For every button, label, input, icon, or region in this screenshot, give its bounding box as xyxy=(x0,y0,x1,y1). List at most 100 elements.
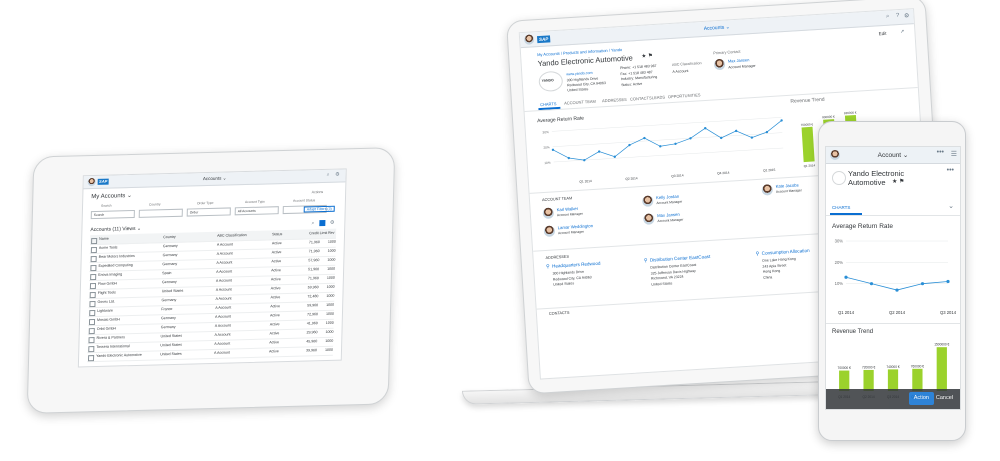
row-checkbox[interactable] xyxy=(87,354,95,361)
tab-opportunities[interactable]: OPPORTUNITIES xyxy=(667,92,701,100)
x-tick-label: Q1 2014 xyxy=(804,163,816,168)
data-point xyxy=(920,282,925,286)
filter-input[interactable]: All Accounts xyxy=(234,206,279,216)
row-checkbox[interactable] xyxy=(88,318,96,325)
address-title[interactable]: Headquarters Redwood xyxy=(551,260,601,269)
row-checkbox[interactable] xyxy=(88,327,95,334)
team-member-role: Account Manager xyxy=(775,188,802,194)
data-point xyxy=(597,150,601,153)
filter-input[interactable] xyxy=(138,208,183,218)
row-checkbox[interactable] xyxy=(89,291,96,298)
address-line: 243 Apia Street xyxy=(762,262,787,269)
table-cell: A Account xyxy=(215,287,232,292)
row-checkbox[interactable] xyxy=(90,255,97,262)
primary-contact-name[interactable]: Max Jansen xyxy=(727,57,750,64)
table-title[interactable]: Accounts (11) Views ⌄ xyxy=(90,225,142,234)
address-title[interactable]: Distribution Center EastCoast xyxy=(649,253,711,263)
filter-input[interactable]: Order xyxy=(186,207,231,217)
filter-input[interactable]: Search xyxy=(90,209,135,220)
column-header[interactable]: Name xyxy=(99,236,109,241)
tab-charts[interactable]: CHARTS xyxy=(540,101,557,108)
row-checkbox[interactable] xyxy=(90,264,97,271)
filter-icon[interactable] xyxy=(319,219,326,227)
search-icon[interactable]: ⌕ xyxy=(326,171,330,178)
tablet-screen: SAP Accounts ⌄ ⌕ ⚙ My Accounts ⌄ Actions… xyxy=(77,168,347,368)
table-cell: Germany xyxy=(161,297,177,303)
chevron-down-icon[interactable]: ⌄ xyxy=(948,203,954,210)
data-point xyxy=(551,148,555,151)
x-tick-label: Q3 2014 xyxy=(671,173,684,178)
table-cell: United States xyxy=(160,351,182,357)
column-header[interactable]: Country xyxy=(163,234,176,240)
row-checkbox[interactable] xyxy=(89,282,97,289)
table-cell: 57,960 xyxy=(308,258,320,263)
bar-value-label: 920000 € xyxy=(844,110,857,115)
y-tick-label: 20% xyxy=(835,260,844,265)
rev-chart-title: Revenue Trend xyxy=(832,329,874,335)
page-title[interactable]: My Accounts ⌄ xyxy=(91,193,133,201)
more-icon[interactable]: ••• xyxy=(946,167,954,174)
row-checkbox[interactable] xyxy=(90,273,97,280)
x-tick-label: Q1 2014 xyxy=(579,179,592,184)
adapt-filters-button[interactable]: Adapt Filters (3) xyxy=(303,205,335,213)
table-cell: 1000 xyxy=(327,257,336,262)
contact-avatar xyxy=(713,58,726,71)
tab-charts[interactable]: CHARTS xyxy=(832,205,851,210)
row-checkbox[interactable] xyxy=(88,336,95,343)
data-point xyxy=(674,142,677,146)
share-icon[interactable]: ↗ xyxy=(900,28,905,35)
search-icon[interactable]: ⌕ xyxy=(311,220,315,227)
table-cell: Active xyxy=(269,349,279,354)
bar xyxy=(887,369,899,391)
actions-label[interactable]: Actions xyxy=(311,190,324,195)
series-line xyxy=(552,120,782,161)
shell-title[interactable]: Accounts ⌄ xyxy=(202,175,227,182)
data-point xyxy=(844,275,848,279)
bar-value-label: 740000 € xyxy=(886,365,900,369)
bar xyxy=(839,370,850,391)
team-member-role: Account Manager xyxy=(557,229,584,236)
favorite-icon[interactable]: ★ ⚑ xyxy=(641,53,653,60)
more-icon[interactable]: ••• xyxy=(936,149,944,156)
row-checkbox[interactable] xyxy=(88,345,95,352)
column-header[interactable]: Status xyxy=(272,232,283,237)
address-title[interactable]: Consumption Allocation xyxy=(761,247,810,256)
gear-icon[interactable]: ⚙ xyxy=(329,219,335,226)
website-link[interactable]: www.yando.com xyxy=(566,70,593,77)
row-checkbox[interactable] xyxy=(89,309,96,316)
tab-addresses[interactable]: ADDRESSES xyxy=(601,96,627,104)
table-cell: A Account xyxy=(214,314,232,319)
action-button[interactable]: Action xyxy=(908,392,934,405)
column-header[interactable]: Rev xyxy=(328,230,335,235)
bar-value-label: 900000 € xyxy=(822,115,835,120)
location-icon: ⚲ xyxy=(755,250,760,258)
select-all-checkbox[interactable] xyxy=(91,237,98,244)
table-cell: A Account xyxy=(215,296,232,301)
avatar[interactable] xyxy=(830,150,840,160)
settings-icon[interactable]: ⚙ xyxy=(335,171,340,178)
table-cell: A Account xyxy=(214,341,231,346)
table-cell: 1000 xyxy=(325,311,335,316)
data-point xyxy=(946,279,950,284)
settings-icon[interactable]: ⚙ xyxy=(903,13,910,20)
tab-contacts[interactable]: CONTACTS xyxy=(629,95,652,102)
addresses-section-title: ADDRESSES xyxy=(545,254,570,261)
tab-leads[interactable]: LEADS xyxy=(651,94,666,101)
notification-icon[interactable]: ☰ xyxy=(950,151,957,158)
contact-line: Status: Active xyxy=(620,81,643,87)
table-cell: 1000 xyxy=(326,275,335,280)
abc-label: ABC Classification xyxy=(671,61,702,67)
table-cell: 71,960 xyxy=(308,249,320,254)
shell-title[interactable]: Account ⌄ xyxy=(877,152,909,159)
cancel-button[interactable]: Cancel xyxy=(935,395,953,401)
row-checkbox[interactable] xyxy=(90,246,97,253)
address-line: China xyxy=(763,274,773,280)
tab-account-team[interactable]: ACCOUNT TEAM xyxy=(563,98,597,106)
data-point xyxy=(869,282,874,286)
table-cell: Active xyxy=(269,322,280,327)
search-icon[interactable]: ⌕ xyxy=(885,13,890,20)
help-icon[interactable]: ? xyxy=(895,12,900,20)
row-checkbox[interactable] xyxy=(89,300,96,307)
favorite-icon[interactable]: ★ ⚑ xyxy=(892,179,905,185)
edit-button[interactable]: Edit xyxy=(878,30,887,37)
